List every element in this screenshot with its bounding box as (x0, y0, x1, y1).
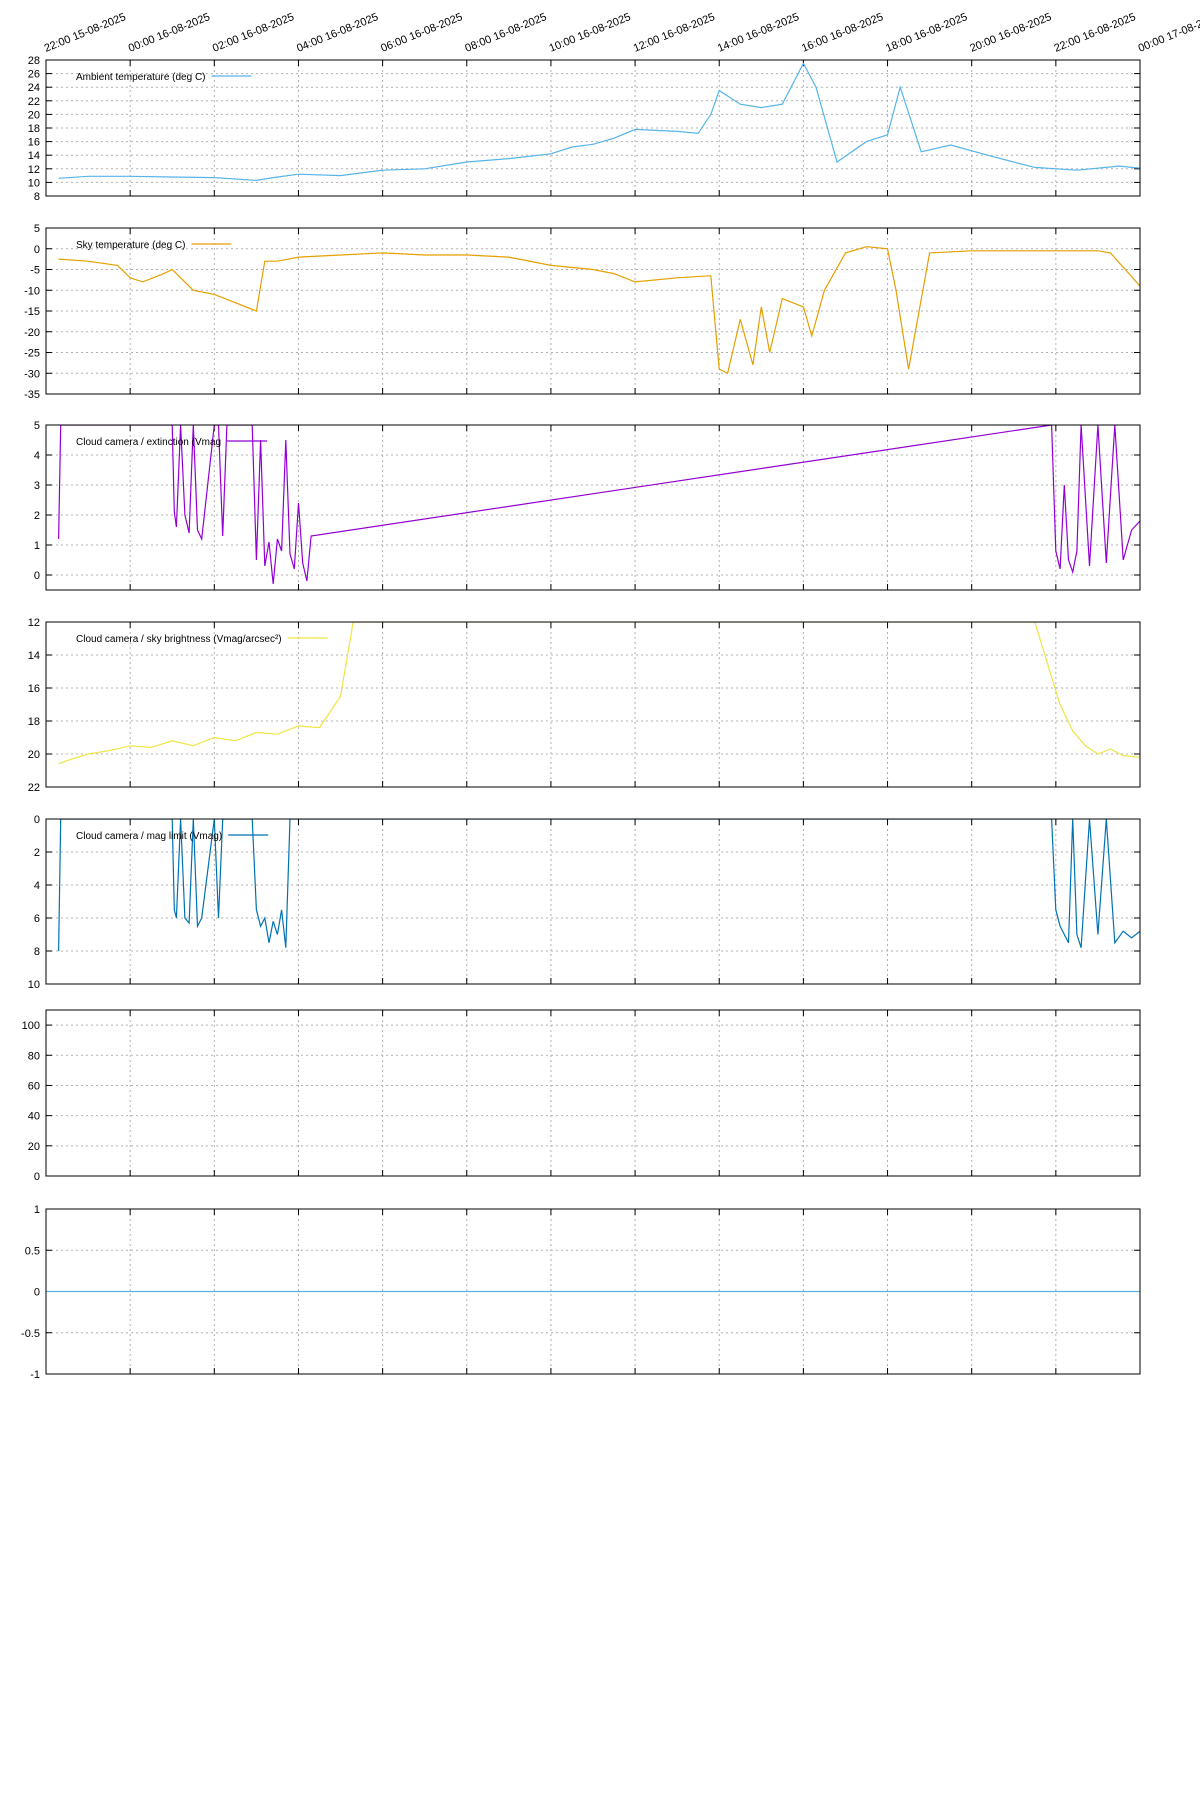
y-tick-label: 0 (34, 1171, 40, 1183)
y-tick-label: 0 (34, 1287, 40, 1299)
plot-frame (45, 1208, 1141, 1375)
plot-frame (45, 818, 1141, 985)
y-tick-label: 20 (28, 109, 40, 121)
y-tick-label: 12 (28, 164, 40, 176)
y-tick-label: -25 (24, 348, 40, 360)
y-tick-label: 16 (28, 137, 40, 149)
y-tick-label: 10 (28, 177, 40, 189)
x-tick-label: 18:00 16-08-2025 (884, 11, 969, 55)
x-tick-label: 22:00 16-08-2025 (1052, 11, 1137, 55)
y-tick-label: 18 (28, 123, 40, 135)
x-tick-label: 10:00 16-08-2025 (548, 11, 633, 55)
legend-label: Cloud camera / sky brightness (Vmag/arcs… (76, 634, 282, 645)
x-tick-label: 00:00 17-08-2025 (1137, 11, 1200, 55)
plot-frame (45, 424, 1141, 591)
y-tick-label: 0 (34, 570, 40, 582)
y-tick-label: 6 (34, 913, 40, 925)
x-tick-label: 06:00 16-08-2025 (379, 11, 464, 55)
y-tick-label: 4 (34, 450, 40, 462)
legend-label: Ambient temperature (deg C) (76, 72, 206, 83)
y-tick-label: 20 (28, 1141, 40, 1153)
y-tick-label: 0 (34, 814, 40, 826)
legend-label: Cloud camera / mag limit (Vmag) (76, 831, 222, 842)
y-tick-label: 12 (28, 617, 40, 629)
plot-frame (45, 59, 1141, 197)
y-tick-label: 16 (28, 683, 40, 695)
x-tick-label: 08:00 16-08-2025 (463, 11, 548, 55)
y-tick-label: 5 (34, 223, 40, 235)
y-tick-label: 10 (28, 979, 40, 991)
y-tick-label: 14 (28, 150, 40, 162)
x-tick-label: 00:00 16-08-2025 (127, 11, 212, 55)
chart-panel: 5 0 -5 -10 -15 -20 -25 -30 -35 Sky temperature (d… (24, 223, 1141, 401)
y-tick-label: 8 (34, 946, 40, 958)
legend-label: Cloud camera / extinction (Vmag (76, 437, 221, 448)
y-tick-label: 28 (28, 55, 40, 67)
y-tick-label: 2 (34, 847, 40, 859)
y-tick-label: 1 (34, 1204, 40, 1216)
y-tick-label: 0.5 (25, 1245, 40, 1257)
series-line (58, 819, 1140, 952)
y-tick-label: -10 (24, 285, 40, 297)
y-tick-label: 3 (34, 480, 40, 492)
y-tick-label: 80 (28, 1050, 40, 1062)
series-line (58, 622, 1140, 765)
y-tick-label: -0.5 (21, 1328, 40, 1340)
y-tick-label: 8 (34, 191, 40, 203)
y-tick-label: 18 (28, 716, 40, 728)
y-tick-label: 22 (28, 96, 40, 108)
x-tick-label: 04:00 16-08-2025 (295, 11, 380, 55)
legend-label: Sky temperature (deg C) (76, 240, 186, 251)
y-tick-label: 20 (28, 749, 40, 761)
y-tick-label: 2 (34, 510, 40, 522)
y-tick-label: 0 (34, 244, 40, 256)
series-line (58, 425, 1140, 585)
plot-frame (45, 227, 1141, 395)
y-tick-label: 40 (28, 1111, 40, 1123)
series-line (58, 246, 1140, 375)
x-tick-label: 16:00 16-08-2025 (800, 11, 885, 55)
y-tick-label: 1 (34, 540, 40, 552)
y-tick-label: 22 (28, 782, 40, 794)
y-tick-label: -15 (24, 306, 40, 318)
y-tick-label: 100 (22, 1020, 40, 1032)
y-tick-label: -1 (30, 1369, 40, 1381)
x-tick-label: 20:00 16-08-2025 (968, 11, 1053, 55)
x-tick-label: 14:00 16-08-2025 (716, 11, 801, 55)
y-tick-label: -20 (24, 327, 40, 339)
y-tick-label: 14 (28, 650, 40, 662)
y-tick-label: -30 (24, 368, 40, 380)
plot-frame (45, 621, 1141, 788)
chart-panel: 5 4 3 2 1 0 Cloud camera / extinction (Vmag (34, 420, 1141, 591)
y-tick-label: 60 (28, 1080, 40, 1092)
chart-panel: 0 2 4 6 8 10 Cloud camera / mag limit (Vmag) (28, 814, 1141, 991)
y-tick-label: 5 (34, 420, 40, 432)
x-tick-label: 12:00 16-08-2025 (632, 11, 717, 55)
x-tick-label: 22:00 15-08-2025 (43, 11, 128, 55)
y-tick-label: -5 (30, 265, 40, 277)
x-axis-labels: 22:00 15-08-2025 00:00 16-08-2025 02:00 16… (43, 11, 1200, 55)
chart-panel: 1 0.5 0 -0.5 -1 (21, 1204, 1141, 1381)
y-tick-label: 4 (34, 880, 40, 892)
y-tick-label: 26 (28, 69, 40, 81)
x-tick-label: 02:00 16-08-2025 (211, 11, 296, 55)
plot-frame (45, 1009, 1141, 1177)
chart-panel: 0 20 40 60 80 100 (22, 1009, 1141, 1183)
chart-panel: 12 14 16 18 20 22 Cloud camera / sky brightnes… (28, 617, 1141, 794)
y-tick-label: -35 (24, 389, 40, 401)
y-tick-label: 24 (28, 82, 40, 94)
series-line (58, 62, 1140, 182)
